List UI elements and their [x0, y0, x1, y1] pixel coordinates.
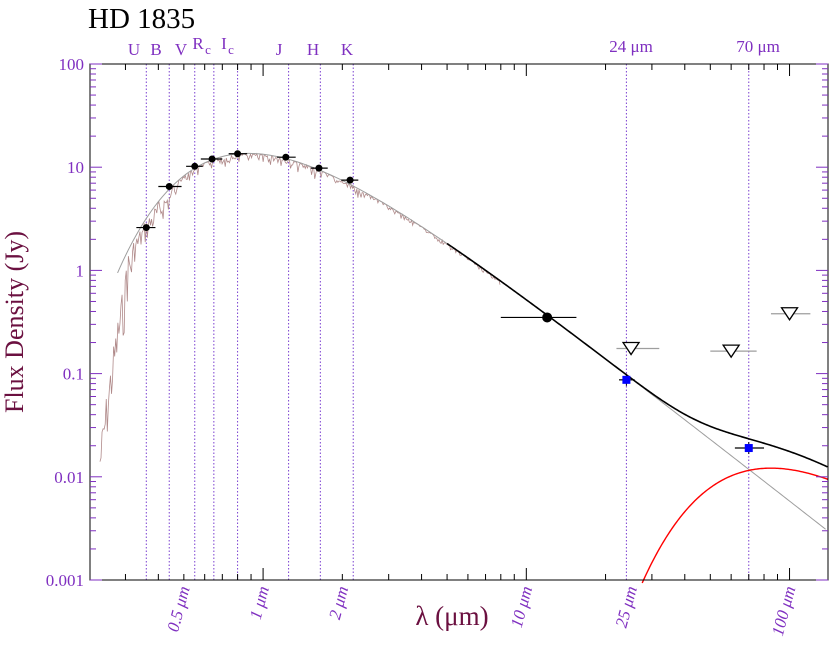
upper_limits-point [780, 307, 799, 321]
y-tick-label: 0.1 [63, 365, 84, 384]
photometry-point [165, 183, 173, 191]
photometry-point [208, 155, 216, 163]
x-axis-label: λ (μm) [415, 601, 488, 631]
band-label-R-sub: c [205, 42, 211, 57]
photometry-point [234, 150, 242, 158]
data-points [136, 150, 811, 455]
total-model [446, 242, 828, 468]
disk-model [641, 467, 829, 584]
y-tick-label: 100 [59, 55, 85, 74]
band-label-J: J [276, 40, 283, 59]
band-label-24um: 24 μm [609, 37, 653, 56]
upper_limits-point [621, 341, 641, 356]
band-label-V: V [175, 40, 188, 59]
photometry-point [142, 224, 150, 232]
upper_limits-point [721, 344, 741, 359]
band-label-I: I [221, 34, 227, 53]
y-tick-label: 1 [76, 261, 85, 280]
y-tick-label: 0.001 [46, 571, 84, 590]
band-label-B: B [150, 40, 161, 59]
mips-point [744, 444, 753, 453]
y-axis-label: Flux Density (Jy) [0, 231, 29, 413]
photometry-point [282, 153, 290, 161]
y-tick-label: 0.01 [54, 468, 84, 487]
y-tick-label: 10 [67, 158, 84, 177]
band-labels: U B V R c I c J H K 24 μm 70 μm [128, 34, 780, 59]
band-label-H: H [307, 40, 319, 59]
plot-frame [89, 63, 829, 581]
mips-point [622, 375, 631, 384]
band-label-70um: 70 μm [736, 37, 780, 56]
band-label-R: R [192, 34, 204, 53]
photometry-point [542, 312, 553, 323]
band-label-K: K [341, 40, 354, 59]
band-label-I-sub: c [228, 42, 234, 57]
photometry-point [315, 164, 323, 172]
band-label-U: U [128, 40, 140, 59]
photometry-point [191, 162, 199, 170]
chart-title: HD 1835 [88, 3, 195, 35]
photometry-point [346, 176, 354, 184]
